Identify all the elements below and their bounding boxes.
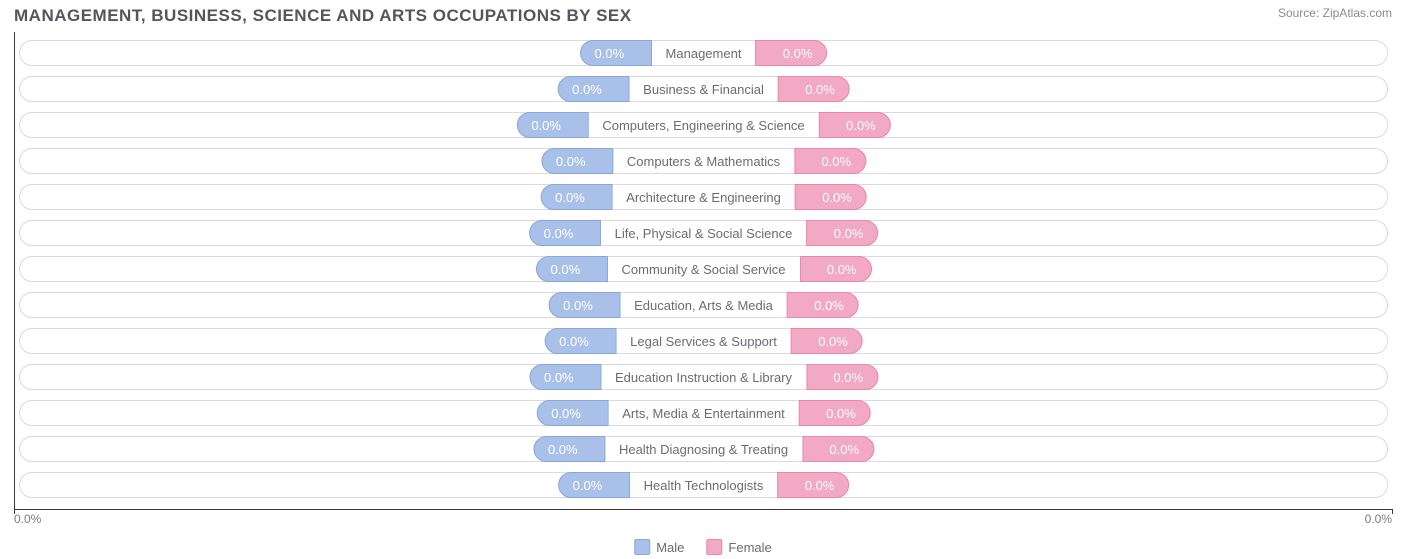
category-label: Education Instruction & Library	[601, 364, 806, 390]
row-content: 0.0%Community & Social Service0.0%	[536, 256, 872, 282]
category-label: Architecture & Engineering	[612, 184, 795, 210]
row-content: 0.0%Computers, Engineering & Science0.0%	[516, 112, 890, 138]
category-label: Arts, Media & Entertainment	[608, 400, 799, 426]
male-bar: 0.0%	[516, 112, 588, 138]
chart-row: 0.0%Health Diagnosing & Treating0.0%	[15, 432, 1392, 466]
legend-male-label: Male	[656, 540, 684, 555]
row-content: 0.0%Health Diagnosing & Treating0.0%	[533, 436, 874, 462]
chart-row: 0.0%Education Instruction & Library0.0%	[15, 360, 1392, 394]
header: MANAGEMENT, BUSINESS, SCIENCE AND ARTS O…	[0, 0, 1406, 28]
x-axis-right: 0.0%	[1365, 512, 1392, 526]
source-attribution: Source: ZipAtlas.com	[1278, 6, 1392, 20]
male-bar: 0.0%	[548, 292, 620, 318]
female-bar: 0.0%	[795, 184, 867, 210]
rows-container: 0.0%Management0.0%0.0%Business & Financi…	[15, 36, 1392, 502]
male-bar: 0.0%	[536, 400, 608, 426]
category-label: Life, Physical & Social Science	[601, 220, 807, 246]
chart-row: 0.0%Computers & Mathematics0.0%	[15, 144, 1392, 178]
row-content: 0.0%Legal Services & Support0.0%	[544, 328, 863, 354]
chart-row: 0.0%Legal Services & Support0.0%	[15, 324, 1392, 358]
female-bar: 0.0%	[799, 400, 871, 426]
female-bar: 0.0%	[791, 328, 863, 354]
category-label: Computers, Engineering & Science	[588, 112, 818, 138]
x-axis-left: 0.0%	[14, 512, 41, 526]
row-content: 0.0%Life, Physical & Social Science0.0%	[529, 220, 879, 246]
chart-row: 0.0%Architecture & Engineering0.0%	[15, 180, 1392, 214]
legend-male-swatch	[634, 539, 650, 555]
legend-male: Male	[634, 539, 684, 555]
male-bar: 0.0%	[529, 364, 601, 390]
category-label: Legal Services & Support	[616, 328, 791, 354]
category-label: Business & Financial	[629, 76, 778, 102]
male-bar: 0.0%	[558, 472, 630, 498]
x-axis-labels: 0.0% 0.0%	[14, 512, 1392, 526]
category-label: Education, Arts & Media	[620, 292, 787, 318]
row-content: 0.0%Computers & Mathematics0.0%	[541, 148, 866, 174]
chart-row: 0.0%Management0.0%	[15, 36, 1392, 70]
male-bar: 0.0%	[541, 148, 613, 174]
row-content: 0.0%Architecture & Engineering0.0%	[540, 184, 867, 210]
row-content: 0.0%Business & Financial0.0%	[557, 76, 850, 102]
legend: Male Female	[634, 539, 772, 555]
row-content: 0.0%Management0.0%	[580, 40, 828, 66]
chart-row: 0.0%Arts, Media & Entertainment0.0%	[15, 396, 1392, 430]
source-label: Source:	[1278, 6, 1319, 20]
row-content: 0.0%Health Technologists0.0%	[558, 472, 850, 498]
chart-row: 0.0%Life, Physical & Social Science0.0%	[15, 216, 1392, 250]
category-label: Computers & Mathematics	[613, 148, 794, 174]
female-bar: 0.0%	[777, 472, 849, 498]
male-bar: 0.0%	[557, 76, 629, 102]
category-label: Health Diagnosing & Treating	[605, 436, 802, 462]
female-bar: 0.0%	[755, 40, 827, 66]
chart-row: 0.0%Computers, Engineering & Science0.0%	[15, 108, 1392, 142]
female-bar: 0.0%	[787, 292, 859, 318]
female-bar: 0.0%	[778, 76, 850, 102]
female-bar: 0.0%	[806, 364, 878, 390]
axis-tick-left	[14, 509, 15, 514]
male-bar: 0.0%	[540, 184, 612, 210]
male-bar: 0.0%	[529, 220, 601, 246]
female-bar: 0.0%	[794, 148, 866, 174]
legend-female-swatch	[706, 539, 722, 555]
category-label: Management	[652, 40, 756, 66]
female-bar: 0.0%	[800, 256, 872, 282]
female-bar: 0.0%	[806, 220, 878, 246]
axis-tick-right	[1392, 509, 1393, 514]
legend-female: Female	[706, 539, 771, 555]
chart-title: MANAGEMENT, BUSINESS, SCIENCE AND ARTS O…	[14, 6, 632, 26]
row-content: 0.0%Arts, Media & Entertainment0.0%	[536, 400, 871, 426]
category-label: Community & Social Service	[608, 256, 800, 282]
chart-row: 0.0%Business & Financial0.0%	[15, 72, 1392, 106]
row-content: 0.0%Education, Arts & Media0.0%	[548, 292, 859, 318]
legend-female-label: Female	[728, 540, 771, 555]
chart-area: 0.0%Management0.0%0.0%Business & Financi…	[14, 32, 1392, 510]
chart-row: 0.0%Education, Arts & Media0.0%	[15, 288, 1392, 322]
male-bar: 0.0%	[533, 436, 605, 462]
source-site: ZipAtlas.com	[1323, 6, 1392, 20]
male-bar: 0.0%	[536, 256, 608, 282]
chart-row: 0.0%Community & Social Service0.0%	[15, 252, 1392, 286]
male-bar: 0.0%	[580, 40, 652, 66]
female-bar: 0.0%	[802, 436, 874, 462]
female-bar: 0.0%	[819, 112, 891, 138]
row-content: 0.0%Education Instruction & Library0.0%	[529, 364, 878, 390]
category-label: Health Technologists	[630, 472, 778, 498]
chart-row: 0.0%Health Technologists0.0%	[15, 468, 1392, 502]
male-bar: 0.0%	[544, 328, 616, 354]
